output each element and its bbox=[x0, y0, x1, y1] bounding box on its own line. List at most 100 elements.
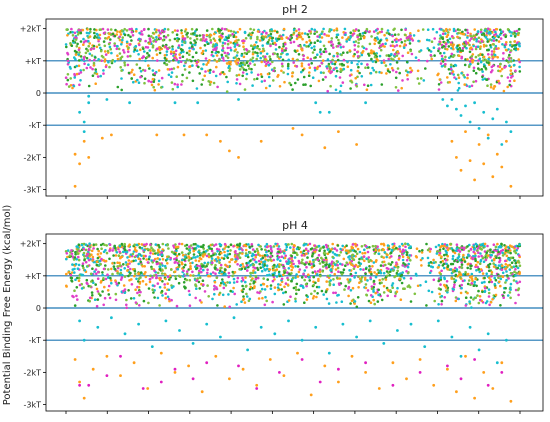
data-point bbox=[73, 256, 77, 259]
data-point bbox=[351, 248, 355, 252]
data-point bbox=[514, 301, 517, 305]
data-point bbox=[463, 246, 466, 250]
data-point bbox=[93, 58, 96, 62]
data-point bbox=[290, 279, 293, 283]
data-point bbox=[322, 50, 326, 53]
data-point bbox=[383, 45, 386, 48]
data-point bbox=[253, 266, 257, 270]
data-point bbox=[337, 42, 341, 45]
data-point bbox=[237, 156, 240, 159]
data-point bbox=[395, 61, 399, 64]
data-point bbox=[151, 248, 155, 251]
data-point bbox=[468, 60, 472, 63]
data-point bbox=[175, 75, 178, 78]
data-point bbox=[202, 63, 205, 66]
data-point bbox=[189, 41, 193, 45]
data-point bbox=[143, 265, 146, 268]
data-point bbox=[189, 267, 192, 271]
data-point bbox=[249, 37, 253, 40]
data-point bbox=[409, 32, 412, 35]
data-point bbox=[295, 29, 298, 33]
data-point bbox=[248, 245, 251, 249]
data-point bbox=[415, 247, 419, 250]
data-point bbox=[498, 259, 502, 262]
data-point bbox=[322, 27, 325, 31]
data-point bbox=[401, 79, 404, 82]
data-point bbox=[507, 277, 510, 280]
data-point bbox=[349, 87, 352, 90]
data-point bbox=[286, 271, 289, 274]
data-point bbox=[282, 374, 286, 377]
data-point bbox=[336, 45, 340, 48]
data-point bbox=[118, 52, 122, 55]
data-point bbox=[429, 50, 433, 53]
data-point bbox=[352, 32, 356, 35]
data-point bbox=[257, 243, 260, 247]
data-point bbox=[292, 262, 295, 266]
data-point bbox=[451, 257, 455, 261]
data-point bbox=[466, 273, 469, 276]
data-point bbox=[188, 245, 191, 248]
data-point bbox=[306, 56, 310, 59]
data-point bbox=[75, 45, 79, 48]
data-point bbox=[266, 278, 270, 281]
data-point bbox=[476, 247, 480, 250]
data-point bbox=[488, 303, 491, 307]
data-point bbox=[213, 284, 216, 288]
data-point bbox=[474, 79, 478, 83]
ph2-reference-lines bbox=[46, 60, 543, 126]
data-point bbox=[474, 55, 478, 59]
data-point bbox=[278, 45, 281, 49]
data-point bbox=[158, 46, 161, 49]
data-point bbox=[170, 284, 173, 287]
data-point bbox=[498, 65, 502, 69]
data-point bbox=[487, 57, 490, 61]
data-point bbox=[247, 299, 251, 303]
data-point bbox=[489, 300, 493, 304]
data-point bbox=[195, 28, 198, 31]
data-point bbox=[291, 126, 295, 130]
data-point bbox=[218, 29, 222, 32]
data-point bbox=[77, 263, 81, 267]
data-point bbox=[140, 254, 143, 257]
data-point bbox=[363, 251, 367, 255]
data-point bbox=[188, 249, 192, 252]
data-point bbox=[440, 65, 444, 68]
data-point bbox=[234, 250, 237, 253]
data-point bbox=[326, 248, 330, 251]
data-point bbox=[245, 284, 248, 288]
data-point bbox=[303, 263, 307, 266]
data-point bbox=[269, 255, 273, 258]
data-point bbox=[293, 244, 296, 247]
data-point bbox=[491, 117, 495, 121]
data-point bbox=[367, 256, 371, 259]
data-point bbox=[269, 57, 272, 61]
data-point bbox=[380, 83, 384, 86]
data-point bbox=[226, 256, 230, 260]
data-point bbox=[156, 282, 160, 285]
data-point bbox=[185, 76, 189, 80]
data-point bbox=[90, 54, 94, 57]
data-point bbox=[283, 252, 286, 255]
data-point bbox=[374, 70, 378, 74]
data-point bbox=[190, 27, 194, 31]
data-point bbox=[219, 335, 222, 339]
data-point bbox=[347, 294, 350, 298]
data-point bbox=[410, 52, 414, 56]
data-point bbox=[251, 52, 255, 56]
data-point bbox=[464, 104, 467, 108]
data-point bbox=[389, 63, 392, 66]
data-point bbox=[372, 290, 375, 293]
data-point bbox=[218, 58, 221, 61]
data-point bbox=[344, 31, 347, 35]
data-point bbox=[333, 272, 337, 276]
data-point bbox=[350, 263, 353, 267]
data-point bbox=[245, 61, 249, 64]
data-point bbox=[510, 245, 514, 248]
data-point bbox=[302, 75, 306, 79]
data-point bbox=[118, 244, 122, 248]
data-point bbox=[93, 36, 96, 39]
data-point bbox=[361, 50, 365, 53]
data-point bbox=[382, 291, 386, 294]
data-point bbox=[143, 81, 146, 85]
